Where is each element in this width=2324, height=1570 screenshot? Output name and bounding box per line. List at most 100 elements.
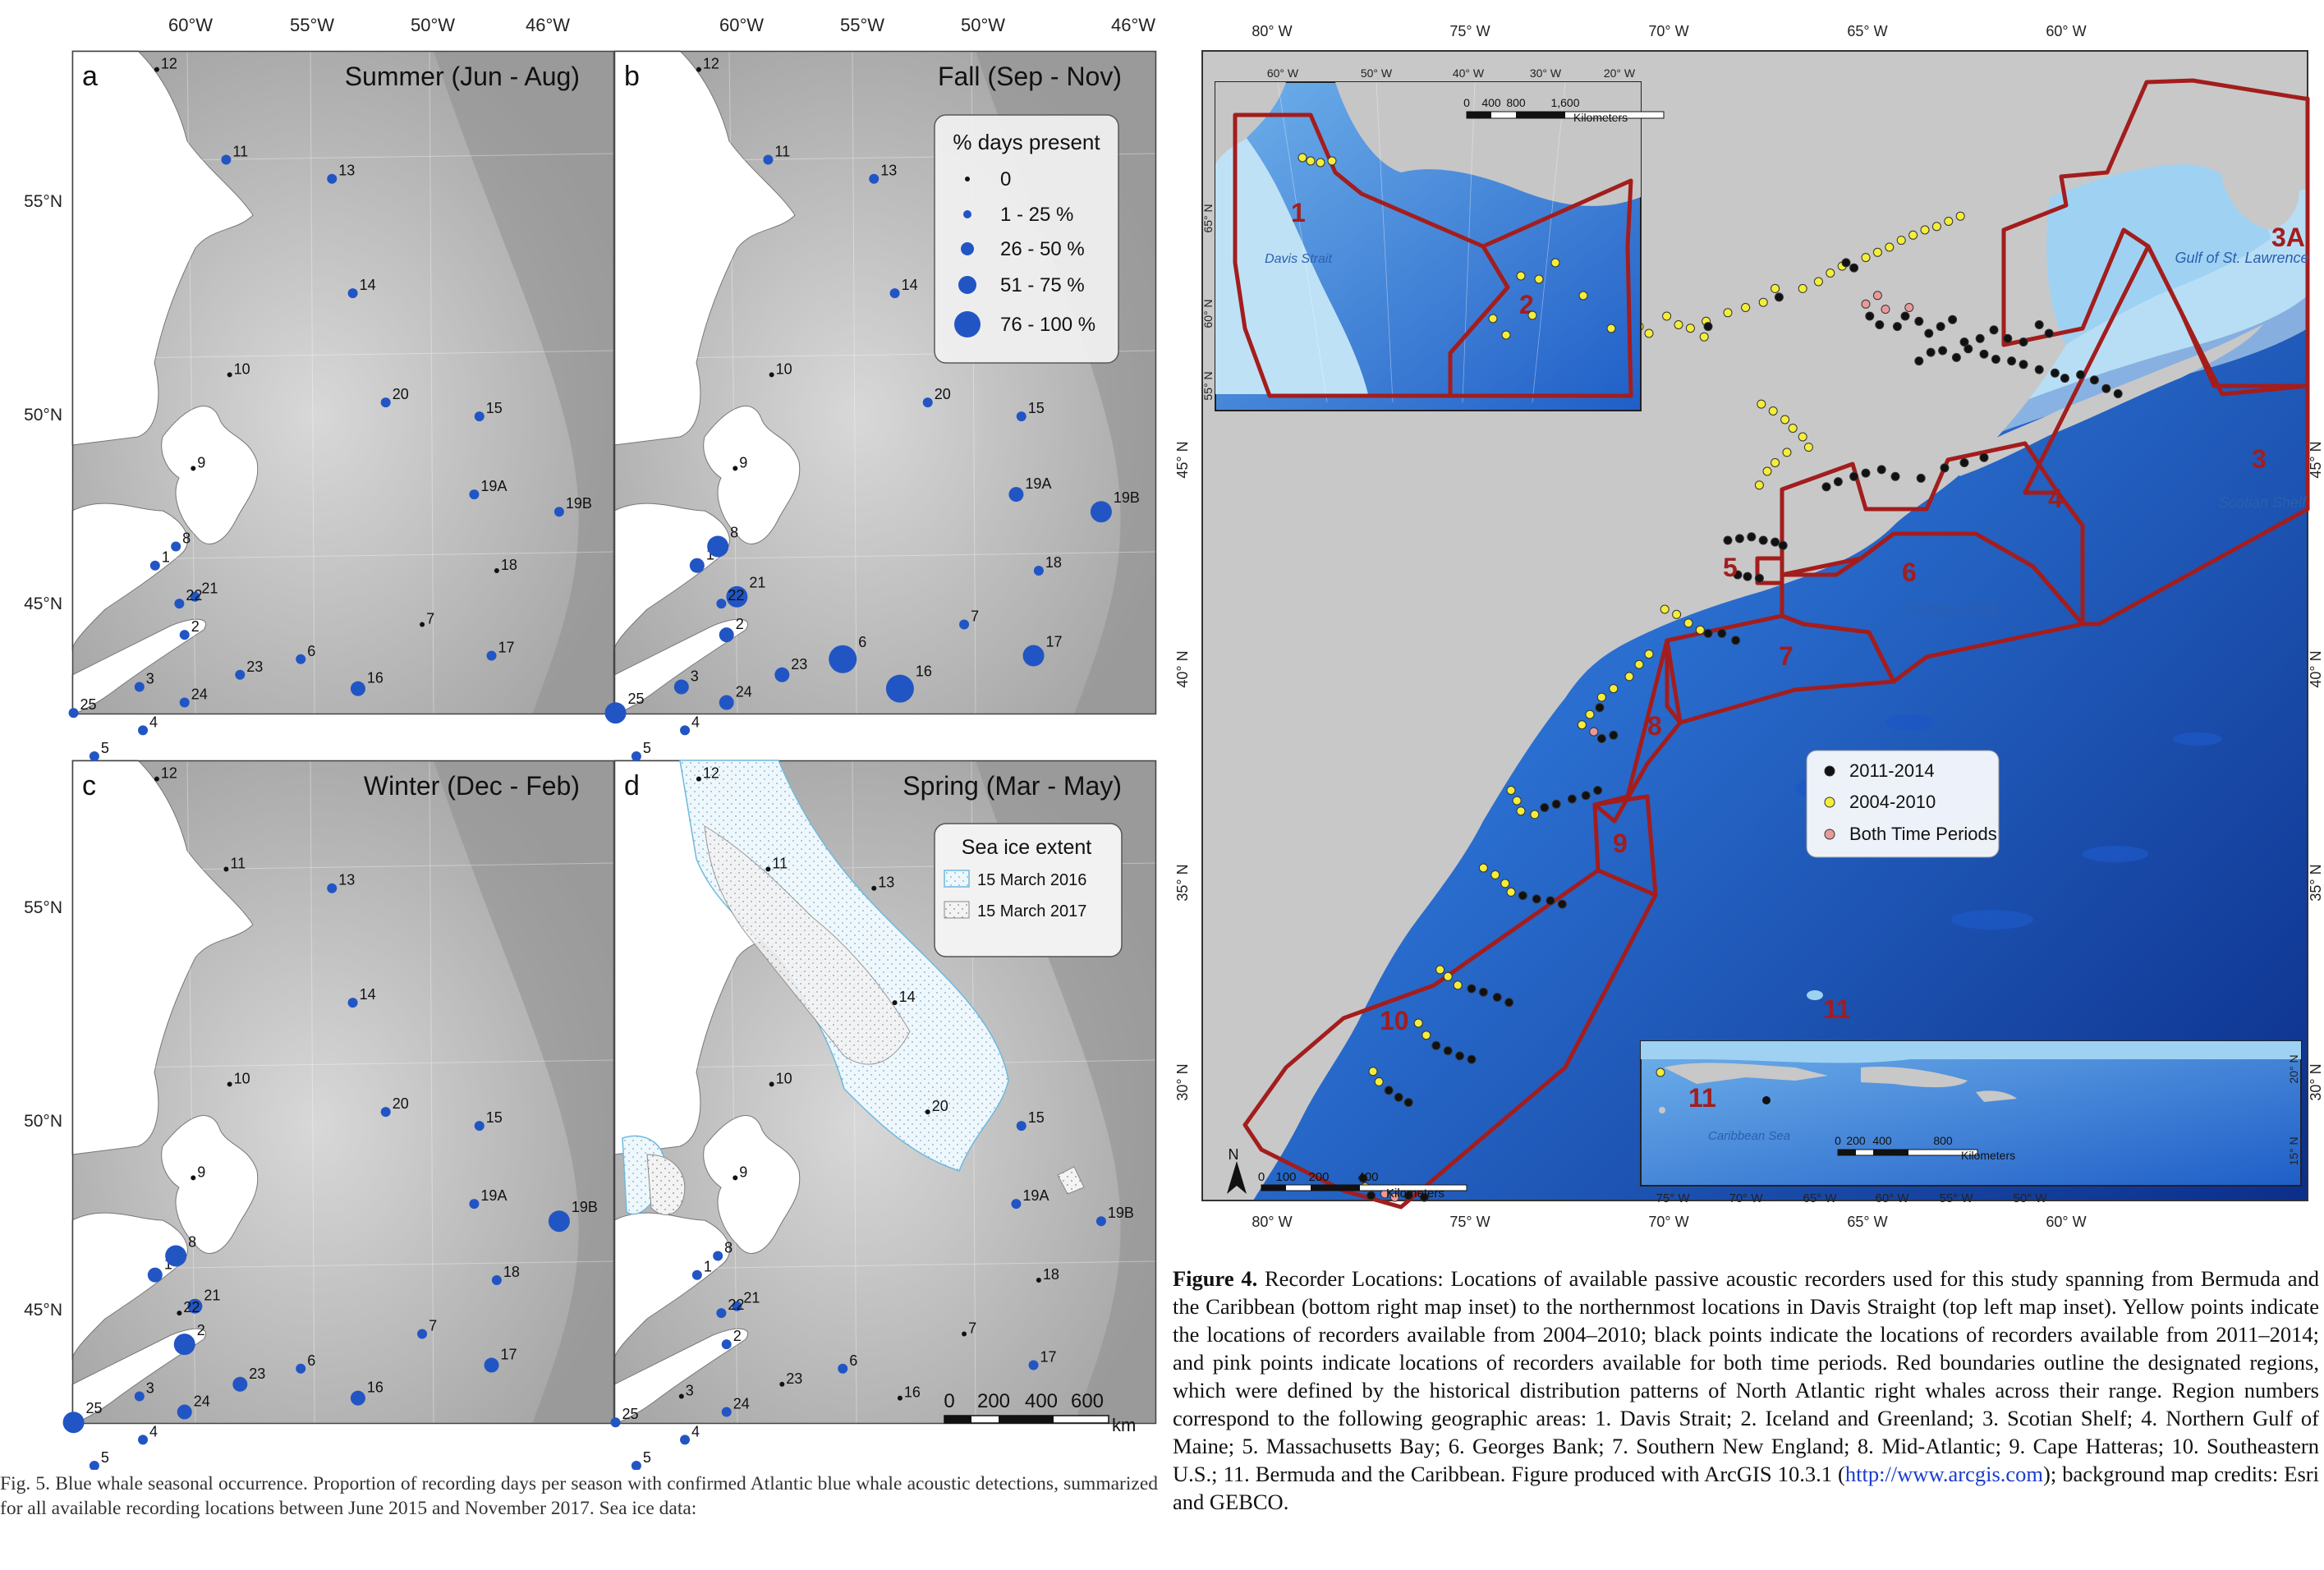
site-label: 1 bbox=[704, 1259, 712, 1275]
region-2-boundary bbox=[1448, 178, 1633, 398]
site-label: 6 bbox=[849, 1352, 857, 1369]
season-title: Fall (Sep - Nov) bbox=[938, 62, 1122, 91]
recorder-point bbox=[1413, 1018, 1423, 1028]
recorder-point bbox=[2019, 360, 2028, 370]
site-label: 24 bbox=[194, 1393, 210, 1410]
recorder-point bbox=[1979, 452, 1989, 462]
inset-lon-label: 60° W bbox=[1875, 1191, 1909, 1205]
recorder-point bbox=[1685, 324, 1695, 333]
recorder-point bbox=[1900, 311, 1910, 321]
region-label: 6 bbox=[1902, 558, 1917, 587]
recorder-point bbox=[1634, 659, 1644, 669]
lon-label: 60°W bbox=[168, 15, 213, 35]
site-label: 17 bbox=[1046, 634, 1063, 650]
site-label: 16 bbox=[367, 1379, 384, 1396]
site-label: 5 bbox=[643, 1449, 651, 1466]
recorder-point bbox=[1841, 258, 1851, 268]
site-marker bbox=[1016, 1121, 1027, 1132]
recorder-point bbox=[1963, 344, 1973, 354]
site-marker bbox=[553, 507, 564, 517]
site-marker bbox=[191, 466, 196, 471]
lon-label: 60°W bbox=[719, 15, 764, 35]
inset-lon-label: 50° W bbox=[2013, 1191, 2047, 1205]
site-marker bbox=[829, 645, 857, 673]
lon-label: 75° W bbox=[1449, 1214, 1490, 1230]
recorder-point bbox=[1920, 225, 1930, 235]
site-marker bbox=[691, 1269, 702, 1280]
lat-label: 45° N bbox=[2308, 441, 2324, 478]
place-label-davis: Davis Strait bbox=[1265, 252, 1332, 266]
legend-label: 15 March 2017 bbox=[977, 902, 1086, 920]
site-marker bbox=[1095, 1216, 1106, 1227]
scale-label: 400 bbox=[1025, 1390, 1058, 1412]
recorder-point bbox=[2060, 374, 2069, 383]
recorder-point bbox=[1366, 1191, 1376, 1200]
recorder-point bbox=[1914, 356, 1924, 366]
recorder-point bbox=[1443, 971, 1453, 981]
recorder-point bbox=[1384, 1086, 1394, 1095]
site-marker bbox=[469, 489, 480, 500]
sea-ice-legend: Sea ice extent 15 March 2016 15 March 20… bbox=[934, 823, 1123, 957]
ice-2016-swatch bbox=[944, 870, 970, 888]
site-marker bbox=[1033, 566, 1044, 576]
lat-label: 50°N bbox=[24, 1112, 62, 1131]
lon-label: 60° W bbox=[2046, 1214, 2086, 1230]
recorder-point bbox=[1581, 791, 1591, 801]
site-marker bbox=[420, 622, 425, 627]
fig5-top-lon-labels: 60°W 55°W 50°W 46°W 60°W 55°W 50°W 46°W bbox=[168, 15, 1155, 35]
site-marker bbox=[962, 1331, 967, 1337]
site-label: 9 bbox=[197, 454, 205, 471]
site-label: 19A bbox=[1025, 475, 1051, 492]
season-title: Winter (Dec - Feb) bbox=[364, 771, 580, 801]
site-marker bbox=[154, 776, 159, 782]
recorder-point bbox=[1936, 322, 1945, 332]
recorder-point bbox=[1951, 352, 1961, 362]
region-label: 11 bbox=[1823, 994, 1851, 1024]
region-7-boundary bbox=[1665, 613, 1896, 725]
recorder-point bbox=[2003, 333, 2013, 343]
region-label: 5 bbox=[1723, 553, 1738, 582]
legend-label: 76 - 100 % bbox=[1000, 314, 1095, 336]
recorder-point bbox=[1743, 572, 1752, 581]
recorder-point bbox=[1849, 263, 1859, 273]
recorder-point bbox=[1881, 305, 1890, 314]
inset-davis-greenland: 1 2 Davis Strait 60° W 50° W 40° W 30° W… bbox=[1201, 67, 1665, 411]
recorder-point bbox=[1872, 291, 1882, 301]
site-label: 8 bbox=[724, 1239, 733, 1256]
site-label: 16 bbox=[916, 663, 932, 680]
site-label: 15 bbox=[1028, 1109, 1045, 1126]
site-marker bbox=[889, 288, 900, 299]
inset-scale-label: 800 bbox=[1506, 96, 1526, 109]
fig4-lon-labels: 80° W 75° W 70° W 65° W 60° W 80° W 75° … bbox=[1252, 23, 2086, 1230]
recorder-point bbox=[1546, 896, 1555, 906]
site-label: 20 bbox=[932, 1098, 948, 1114]
lat-label: 45° N bbox=[1174, 441, 1191, 478]
arcgis-link[interactable]: http://www.arcgis.com bbox=[1844, 1462, 2044, 1486]
site-label: 3 bbox=[686, 1383, 694, 1399]
recorder-point bbox=[1959, 458, 1969, 467]
site-marker bbox=[190, 591, 200, 602]
site-marker bbox=[838, 1363, 848, 1374]
legend-symbol-zero bbox=[965, 177, 970, 181]
recorder-point bbox=[1455, 1051, 1465, 1061]
recorder-point bbox=[1876, 465, 1886, 475]
recorder-point bbox=[1492, 993, 1502, 1002]
site-label: 25 bbox=[86, 1400, 103, 1416]
lon-label: 50°W bbox=[411, 15, 455, 35]
region-labels: 3A 3 4 5 6 7 8 9 10 11 bbox=[1380, 223, 2305, 1035]
lat-label: 45°N bbox=[24, 1301, 62, 1320]
site-marker bbox=[1016, 411, 1027, 422]
site-marker bbox=[417, 1329, 428, 1339]
site-label: 12 bbox=[161, 56, 177, 72]
main-scale-bar: 0 100 200 400 Kilometers bbox=[1258, 1170, 1467, 1200]
lon-label: 50°W bbox=[961, 15, 1005, 35]
site-label: 19A bbox=[1022, 1187, 1049, 1204]
site-marker bbox=[707, 535, 729, 558]
inset-scale-unit: Kilometers bbox=[1961, 1149, 2015, 1162]
recorder-point bbox=[2113, 389, 2123, 398]
site-marker bbox=[548, 1210, 570, 1233]
site-label: 23 bbox=[249, 1366, 265, 1382]
region-label: 8 bbox=[1647, 711, 1662, 741]
svg-text:N: N bbox=[1229, 1146, 1239, 1163]
recorder-point bbox=[1774, 292, 1784, 302]
